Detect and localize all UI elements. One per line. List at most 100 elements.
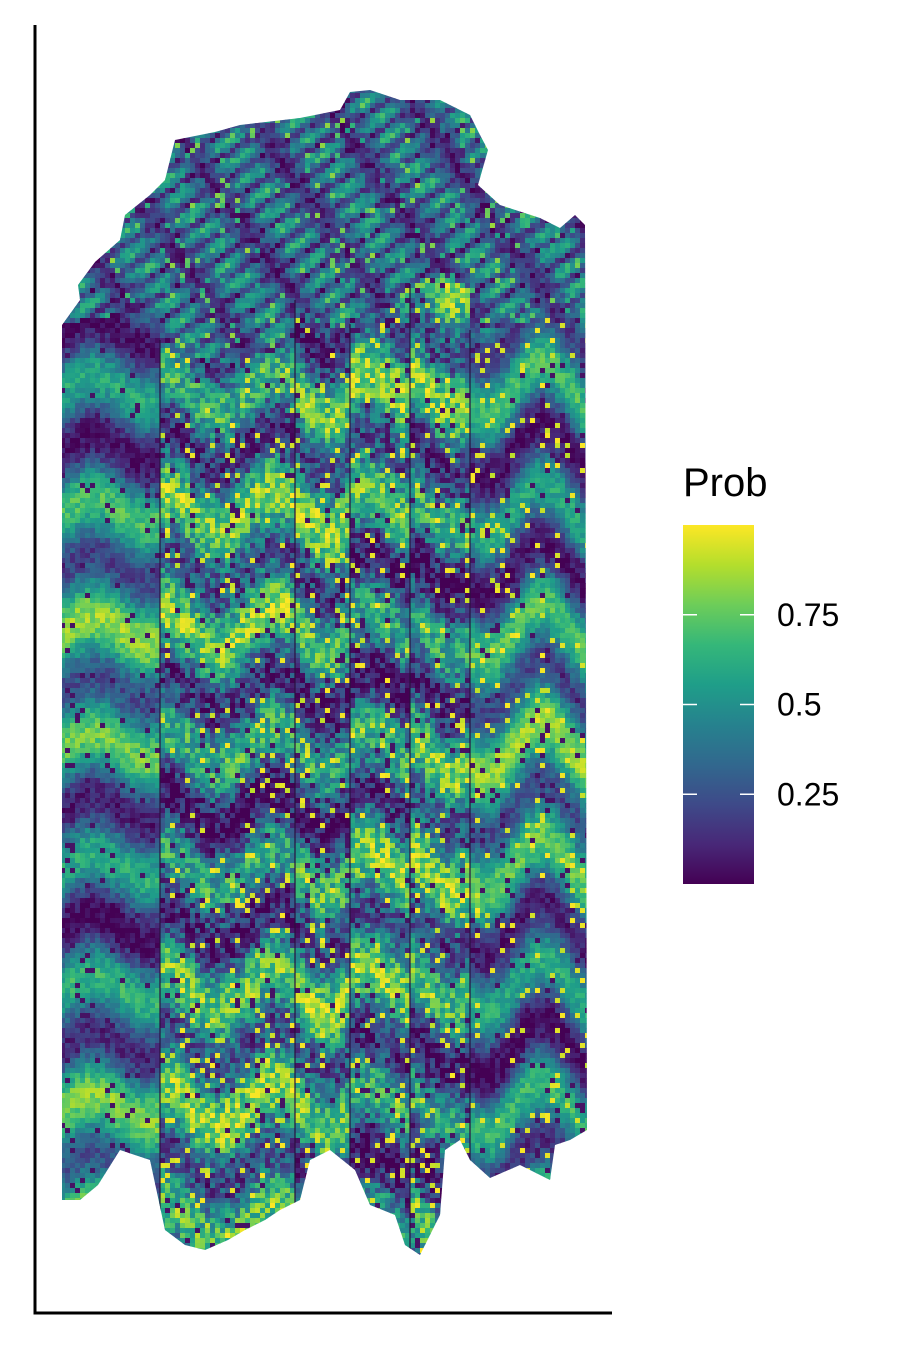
heatmap-cell: [70, 1063, 76, 1069]
heatmap-cell: [115, 1058, 121, 1064]
heatmap-cell: [160, 313, 166, 319]
heatmap-cell: [62, 433, 66, 439]
heatmap-cell: [130, 223, 136, 229]
heatmap-cell: [135, 418, 141, 424]
heatmap-cell: [135, 238, 141, 244]
heatmap-cell: [105, 328, 111, 334]
heatmap-cell: [90, 1233, 96, 1239]
heatmap-cell: [120, 548, 126, 554]
heatmap-cell: [62, 1103, 66, 1109]
heatmap-cell: [90, 498, 96, 504]
heatmap-cell: [115, 283, 121, 289]
heatmap-cell: [160, 503, 166, 509]
heatmap-cell: [145, 558, 151, 564]
heatmap-cell: [135, 763, 141, 769]
heatmap-cell: [155, 293, 161, 299]
heatmap-cell: [150, 1078, 156, 1084]
heatmap-cell: [160, 1193, 166, 1199]
heatmap-cell: [125, 913, 131, 919]
heatmap-cell: [120, 313, 126, 319]
heatmap-cell: [85, 938, 91, 944]
heatmap-cell: [150, 903, 156, 909]
heatmap-cell: [110, 243, 116, 249]
heatmap-cell: [100, 728, 106, 734]
heatmap-cell: [65, 468, 71, 474]
heatmap-cell: [62, 613, 66, 619]
heatmap-cell: [165, 388, 171, 394]
heatmap-cell: [160, 598, 166, 604]
heatmap-cell: [125, 1153, 131, 1159]
heatmap-cell: [80, 158, 86, 164]
heatmap-cell: [75, 193, 81, 199]
heatmap-cell: [140, 133, 146, 139]
heatmap-cell: [90, 578, 96, 584]
heatmap-cell: [145, 1038, 151, 1044]
heatmap-cell: [160, 128, 166, 134]
heatmap-cell: [160, 198, 166, 204]
heatmap-cell: [105, 863, 111, 869]
heatmap-cell: [155, 1238, 161, 1244]
heatmap-cell: [150, 183, 156, 189]
heatmap-cell: [110, 1098, 116, 1104]
heatmap-cell: [85, 393, 91, 399]
heatmap-cell: [105, 208, 111, 214]
heatmap-cell: [90, 1143, 96, 1149]
heatmap-cell: [120, 778, 126, 784]
heatmap-cell: [135, 1128, 141, 1134]
heatmap-cell: [62, 803, 66, 809]
heatmap-cell: [150, 573, 156, 579]
heatmap-cell: [135, 893, 141, 899]
heatmap-cell: [160, 948, 166, 954]
heatmap-cell: [95, 438, 101, 444]
heatmap-cell: [75, 803, 81, 809]
heatmap-cell: [75, 668, 81, 674]
heatmap-cell: [130, 723, 136, 729]
heatmap-cell: [140, 1153, 146, 1159]
heatmap-cell: [105, 893, 111, 899]
heatmap-cell: [125, 1118, 131, 1124]
heatmap-cell: [145, 748, 151, 754]
heatmap-cell: [115, 1228, 121, 1234]
heatmap-cell: [130, 583, 136, 589]
heatmap-cell: [155, 93, 161, 99]
heatmap-cell: [130, 428, 136, 434]
heatmap-cell: [155, 488, 161, 494]
heatmap-cell: [150, 773, 156, 779]
heatmap-cell: [125, 823, 131, 829]
heatmap-cell: [100, 583, 106, 589]
heatmap-cell: [120, 713, 126, 719]
heatmap-cell: [140, 1213, 146, 1219]
heatmap-cell: [75, 258, 81, 264]
heatmap-cell: [135, 163, 141, 169]
heatmap-cell: [160, 713, 166, 719]
heatmap-cell: [105, 973, 111, 979]
heatmap-cell: [62, 368, 66, 374]
heatmap-cell: [70, 983, 76, 989]
heatmap-cell: [70, 903, 76, 909]
heatmap-cell: [140, 308, 146, 314]
heatmap-cell: [65, 808, 71, 814]
heatmap-cell: [62, 493, 66, 499]
heatmap-cell: [160, 623, 166, 629]
heatmap-cell: [120, 508, 126, 514]
heatmap-cell: [65, 493, 71, 499]
heatmap-cell: [155, 683, 161, 689]
heatmap-cell: [115, 1108, 121, 1114]
heatmap-cell: [160, 1078, 166, 1084]
heatmap-cell: [65, 663, 71, 669]
heatmap-cell: [140, 878, 146, 884]
heatmap-cell: [140, 933, 146, 939]
heatmap-cell: [90, 398, 96, 404]
heatmap-cell: [130, 258, 136, 264]
heatmap-cell: [105, 463, 111, 469]
heatmap-cell: [65, 568, 71, 574]
heatmap-cell: [130, 588, 136, 594]
heatmap-cell: [115, 518, 121, 524]
heatmap-cell: [80, 488, 86, 494]
heatmap-cell: [105, 1218, 111, 1224]
heatmap-cell: [130, 253, 136, 259]
heatmap-cell: [80, 343, 86, 349]
heatmap-cell: [155, 428, 161, 434]
heatmap-cell: [110, 278, 116, 284]
heatmap-cell: [150, 933, 156, 939]
